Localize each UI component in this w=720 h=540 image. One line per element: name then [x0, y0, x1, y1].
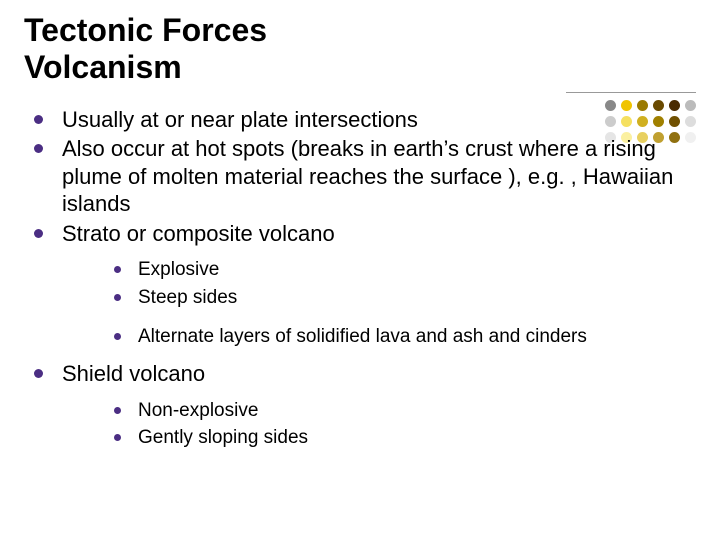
bullet-text: Strato or composite volcano	[62, 221, 335, 246]
slide-title: Tectonic Forces Volcanism	[24, 12, 696, 86]
list-item: Also occur at hot spots (breaks in earth…	[30, 135, 696, 218]
bullet-text: Non-explosive	[138, 400, 258, 421]
title-line-2: Volcanism	[24, 49, 182, 85]
title-line-1: Tectonic Forces	[24, 12, 267, 48]
bullet-text: Alternate layers of solidified lava and …	[138, 326, 587, 347]
list-item: Usually at or near plate intersections	[30, 106, 696, 134]
bullet-text: Usually at or near plate intersections	[62, 107, 418, 132]
list-item: Alternate layers of solidified lava and …	[112, 324, 696, 350]
bullet-list-level-2: Non-explosive Gently sloping sides	[112, 398, 696, 451]
list-item: Explosive	[112, 257, 696, 283]
list-item: Shield volcano Non-explosive Gently slop…	[30, 360, 696, 451]
list-item: Gently sloping sides	[112, 425, 696, 451]
title-underline	[566, 92, 696, 93]
list-item: Non-explosive	[112, 398, 696, 424]
bullet-text: Shield volcano	[62, 361, 205, 386]
slide: Tectonic Forces Volcanism Usually at or …	[0, 0, 720, 540]
bullet-text: Steep sides	[138, 287, 237, 308]
bullet-text: Gently sloping sides	[138, 427, 308, 448]
list-item: Steep sides	[112, 285, 696, 311]
bullet-list-level-1: Usually at or near plate intersections A…	[30, 106, 696, 451]
bullet-text: Explosive	[138, 259, 219, 280]
list-item: Strato or composite volcano Explosive St…	[30, 220, 696, 350]
bullet-list-level-2: Explosive Steep sides Alternate layers o…	[112, 257, 696, 350]
bullet-text: Also occur at hot spots (breaks in earth…	[62, 136, 673, 216]
